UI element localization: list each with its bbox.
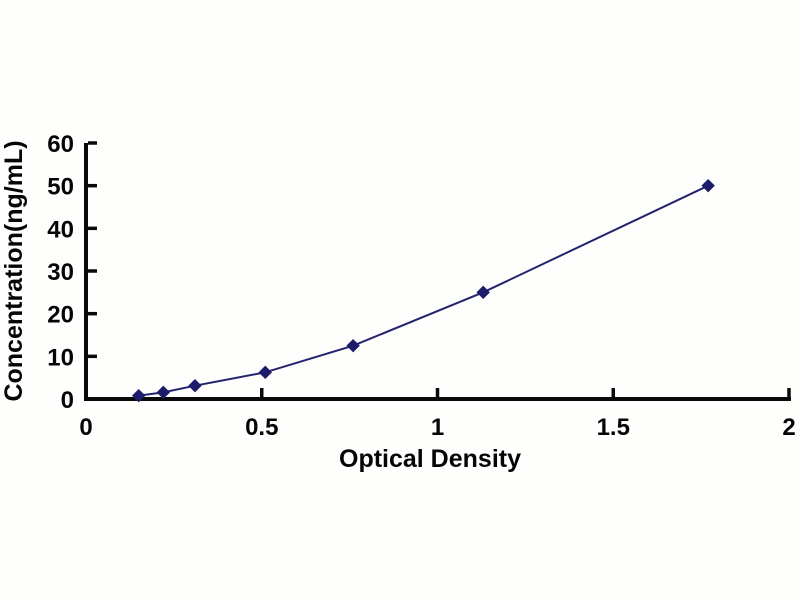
data-point-marker [701,178,715,193]
x-tick-label: 0.5 [245,414,278,441]
standard-curve-line [138,184,709,397]
y-tick-label: 10 [47,344,74,371]
y-tick-label: 60 [47,131,74,158]
x-tick-label: 1 [431,414,444,441]
data-point-marker [156,385,171,400]
y-tick-label: 40 [47,216,74,243]
y-tick-label: 30 [47,259,74,286]
y-tick-label: 0 [61,387,74,414]
data-point-marker [188,378,202,393]
x-tick-label: 0 [79,414,92,441]
data-point-marker [132,388,146,403]
data-point-marker [346,338,360,353]
x-tick-label: 2 [782,414,795,441]
x-tick-label: 1.5 [597,414,630,441]
data-point-marker [476,285,490,300]
data-point-marker [258,365,272,380]
x-axis-title: Optical Density [339,445,521,473]
y-axis-title: Concentration(ng/mL) [0,140,28,401]
y-tick-label: 50 [47,174,74,201]
y-tick-label: 20 [47,302,74,329]
